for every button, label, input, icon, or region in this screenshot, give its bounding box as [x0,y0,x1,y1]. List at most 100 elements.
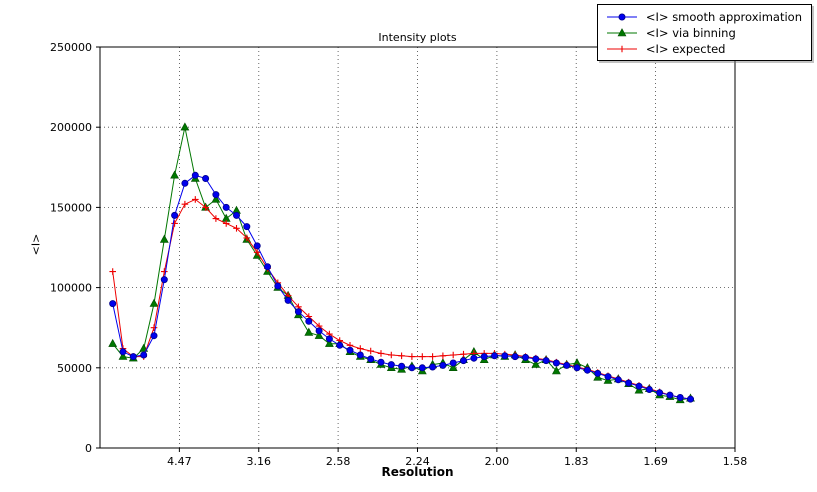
marker-plus-icon [408,353,416,360]
x-tick-label: 3.16 [247,455,272,468]
marker-circle-icon [552,359,560,367]
marker-circle-icon [315,327,323,335]
x-tick-label: 4.47 [167,455,192,468]
marker-circle-icon [604,373,612,381]
x-tick-label: 1.58 [723,455,748,468]
marker-plus-icon [460,350,467,358]
marker-plus-icon [150,324,158,331]
marker-plus-icon [253,249,261,256]
x-tick-label: 1.69 [643,455,668,468]
marker-circle-icon [676,393,684,401]
marker-circle-icon [459,357,467,365]
marker-circle-icon [439,361,447,369]
legend-sample-icon [606,13,637,20]
marker-circle-icon [563,361,571,369]
x-tick-label: 2.00 [485,455,510,468]
marker-plus-icon [171,220,178,227]
marker-triangle-icon [617,27,627,36]
marker-circle-icon [243,223,251,231]
marker-plus-icon [377,350,385,357]
x-tick-label: 2.24 [405,455,430,468]
marker-circle-icon [284,296,292,304]
x-tick-label: 1.83 [564,455,589,468]
plot-border [99,46,736,449]
marker-circle-icon [449,359,457,367]
marker-circle-icon [160,276,168,284]
marker-circle-icon [501,352,509,360]
marker-plus-icon [192,196,199,203]
marker-circle-icon [480,353,488,361]
marker-plus-icon [161,268,168,275]
marker-circle-icon [418,364,426,372]
marker-circle-icon [274,282,282,290]
marker-circle-icon [666,391,674,399]
marker-circle-icon [232,211,240,219]
marker-circle-icon [377,358,385,366]
marker-circle-icon [429,363,437,371]
marker-circle-icon [687,395,695,403]
marker-plus-icon [429,353,436,360]
marker-plus-icon [181,200,189,208]
marker-plus-icon [618,45,626,52]
marker-plus-icon [367,347,374,355]
marker-circle-icon [542,357,550,365]
marker-circle-icon [129,353,137,361]
y-tick-label: 100000 [50,282,92,295]
marker-triangle-icon [180,122,190,131]
marker-circle-icon [532,355,540,363]
x-tick-label: 2.58 [326,455,351,468]
marker-circle-icon [573,364,581,372]
marker-plus-icon [202,204,209,211]
marker-circle-icon [305,317,313,325]
marker-circle-icon [140,351,148,359]
marker-circle-icon [645,385,653,393]
x-axis-label: Resolution [381,465,454,479]
legend-item: <I> via binning [605,25,802,40]
marker-circle-icon [614,376,622,384]
marker-triangle-icon [170,170,180,179]
marker-triangle-icon [149,298,159,307]
marker-circle-icon [521,353,529,361]
marker-circle-icon [490,352,498,360]
marker-circle-icon [511,353,519,361]
marker-circle-icon [202,174,210,182]
y-tick-label: 150000 [50,201,92,214]
marker-circle-icon [594,369,602,377]
marker-circle-icon [212,191,220,199]
marker-circle-icon [253,242,261,250]
marker-plus-icon [212,215,220,222]
y-tick-label: 200000 [50,121,92,134]
marker-circle-icon [346,346,354,354]
marker-circle-icon [263,263,271,271]
legend-sample-icon [606,27,637,36]
marker-circle-icon [294,308,302,316]
marker-triangle-icon [551,366,561,375]
marker-plus-icon [222,220,230,227]
marker-plus-icon [398,352,405,360]
legend-label: <I> expected [645,41,726,56]
marker-circle-icon [325,335,333,343]
marker-circle-icon [618,13,626,20]
marker-circle-icon [398,362,406,370]
marker-plus-icon [357,345,364,352]
marker-circle-icon [222,203,230,211]
marker-triangle-icon [448,362,458,371]
chart-title: Intensity plots [378,31,457,44]
y-tick-label: 50000 [57,362,92,375]
legend: <I> smooth approximation <I> via binning <… [596,4,812,61]
marker-circle-icon [367,355,375,363]
marker-circle-icon [150,332,158,340]
marker-plus-icon [439,352,447,360]
legend-item: <I> expected [605,41,802,56]
marker-triangle-icon [211,194,221,203]
marker-triangle-icon [304,327,314,336]
marker-triangle-icon [118,351,128,360]
marker-circle-icon [387,361,395,369]
marker-circle-icon [470,354,478,362]
marker-circle-icon [635,382,643,390]
marker-circle-icon [583,366,591,374]
marker-plus-icon [419,353,426,360]
marker-circle-icon [408,364,416,372]
marker-triangle-icon [159,234,169,243]
